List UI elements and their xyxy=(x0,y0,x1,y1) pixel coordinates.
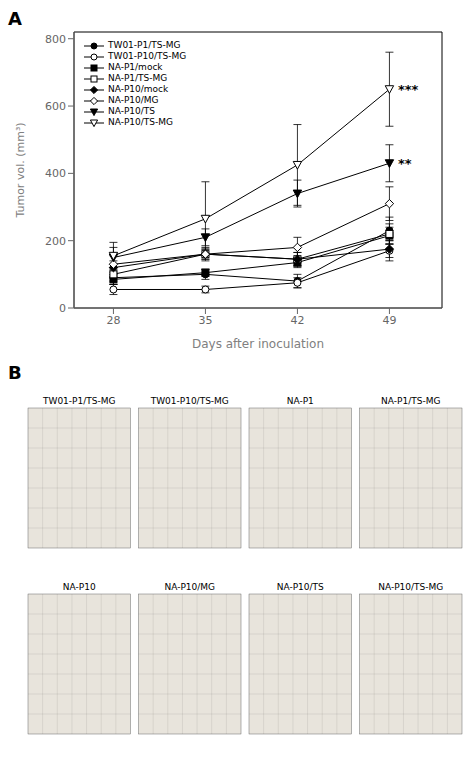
svg-text:35: 35 xyxy=(198,314,212,327)
svg-text:NA-P1/TS-MG: NA-P1/TS-MG xyxy=(381,396,440,406)
html-text:TW01-P1/TS-MG: TW01-P1/TS-MG xyxy=(108,40,181,50)
svg-text:0: 0 xyxy=(59,302,66,315)
svg-text:42: 42 xyxy=(290,314,304,327)
html-text:NA-P10/MG: NA-P10/MG xyxy=(108,95,159,105)
html-text:B: B xyxy=(8,362,22,383)
html-text:NA-P1/TS-MG: NA-P1/TS-MG xyxy=(108,73,168,83)
html-text:A: A xyxy=(8,8,22,29)
svg-text:NA-P1: NA-P1 xyxy=(287,396,314,406)
html-text:TW01-P10/TS-MG: TW01-P10/TS-MG xyxy=(108,51,187,61)
svg-text:400: 400 xyxy=(45,167,66,180)
svg-text:800: 800 xyxy=(45,33,66,46)
html-text:NA-P10/mock: NA-P10/mock xyxy=(108,84,169,94)
html-text:NA-P10/TS-MG: NA-P10/TS-MG xyxy=(108,117,174,127)
svg-text:49: 49 xyxy=(382,314,396,327)
html-text:NA-P10/TS: NA-P10/TS xyxy=(108,106,156,116)
svg-text:Tumor vol. (mm³): Tumor vol. (mm³) xyxy=(14,122,27,218)
svg-text:200: 200 xyxy=(45,235,66,248)
svg-text:***: *** xyxy=(398,82,419,97)
html-text:NA-P1/mock: NA-P1/mock xyxy=(108,62,163,72)
svg-text:Days after inoculation: Days after inoculation xyxy=(192,337,324,351)
svg-text:**: ** xyxy=(398,156,412,171)
svg-text:600: 600 xyxy=(45,100,66,113)
svg-text:NA-P10: NA-P10 xyxy=(63,582,96,592)
svg-text:TW01-P10/TS-MG: TW01-P10/TS-MG xyxy=(150,396,229,406)
svg-text:28: 28 xyxy=(106,314,120,327)
svg-text:TW01-P1/TS-MG: TW01-P1/TS-MG xyxy=(42,396,116,406)
svg-text:NA-P10/MG: NA-P10/MG xyxy=(164,582,215,592)
svg-text:NA-P10/TS: NA-P10/TS xyxy=(277,582,324,592)
svg-text:NA-P10/TS-MG: NA-P10/TS-MG xyxy=(378,582,443,592)
